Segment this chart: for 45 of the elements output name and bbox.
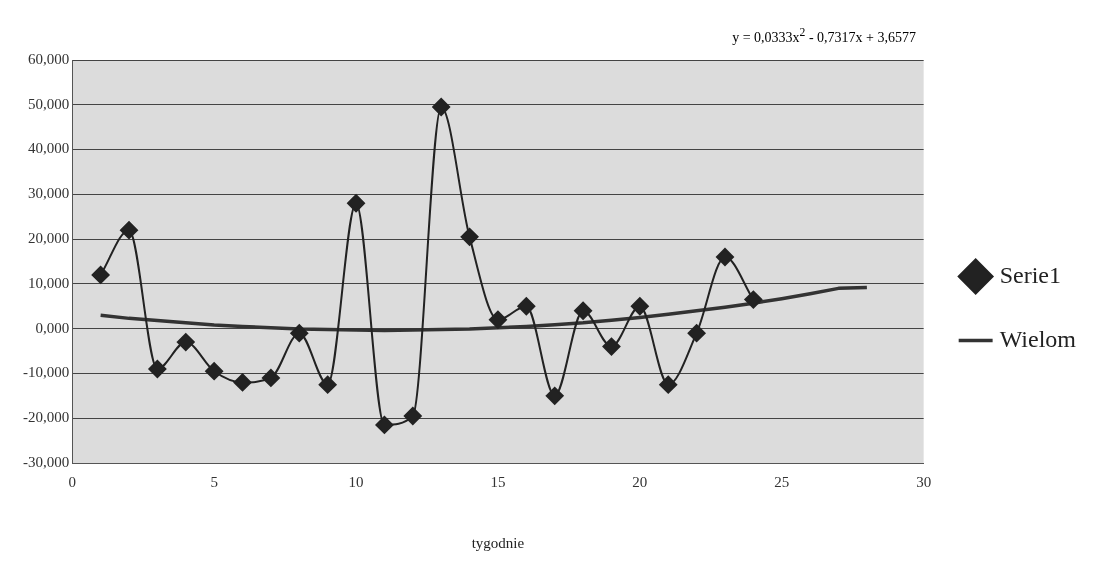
point <box>290 324 309 343</box>
point <box>347 194 366 213</box>
x-tick-label: 0 <box>68 473 76 490</box>
point <box>460 227 479 246</box>
point <box>403 406 422 425</box>
x-tick-label: 30 <box>916 473 932 490</box>
y-tick-label: 10,000 <box>28 274 70 291</box>
point <box>545 386 564 405</box>
legend-label: Serie1 <box>999 261 1061 288</box>
y-tick-label: 50,000 <box>28 95 70 112</box>
y-tick-label: -20,000 <box>23 409 70 426</box>
y-tick-label: 60,000 <box>28 50 70 67</box>
point <box>205 362 224 381</box>
point <box>488 310 507 329</box>
point <box>602 337 621 356</box>
text: y = 0,0333x$^{2}$ - 0,7317x + 3,6577 <box>732 26 916 46</box>
legend-label: Wielom <box>999 325 1077 352</box>
point <box>148 359 167 378</box>
point <box>574 301 593 320</box>
point <box>261 368 280 387</box>
point <box>630 297 649 316</box>
x-tick-label: 5 <box>210 473 218 490</box>
x-tick-label: 15 <box>490 473 506 490</box>
point <box>687 324 706 343</box>
point <box>715 248 734 267</box>
point <box>744 290 763 309</box>
point <box>318 375 337 394</box>
point <box>120 221 139 240</box>
x-tick-label: 10 <box>348 473 364 490</box>
y-tick-label: -10,000 <box>23 364 70 381</box>
point <box>659 375 678 394</box>
point <box>176 333 195 352</box>
y-tick-label: 20,000 <box>28 230 70 247</box>
y-tick-label: 30,000 <box>28 185 70 202</box>
y-tick-label: 40,000 <box>28 140 70 157</box>
point <box>517 297 536 316</box>
point <box>91 265 110 284</box>
point <box>432 98 451 117</box>
point <box>375 415 394 434</box>
y-tick-label: 0,000 <box>35 319 70 336</box>
x-tick-label: 25 <box>774 473 790 490</box>
x-tick-label: 20 <box>632 473 648 490</box>
x-axis-title: tygodnie <box>471 534 525 551</box>
y-tick-label: -30,000 <box>23 453 70 470</box>
point <box>233 373 252 392</box>
